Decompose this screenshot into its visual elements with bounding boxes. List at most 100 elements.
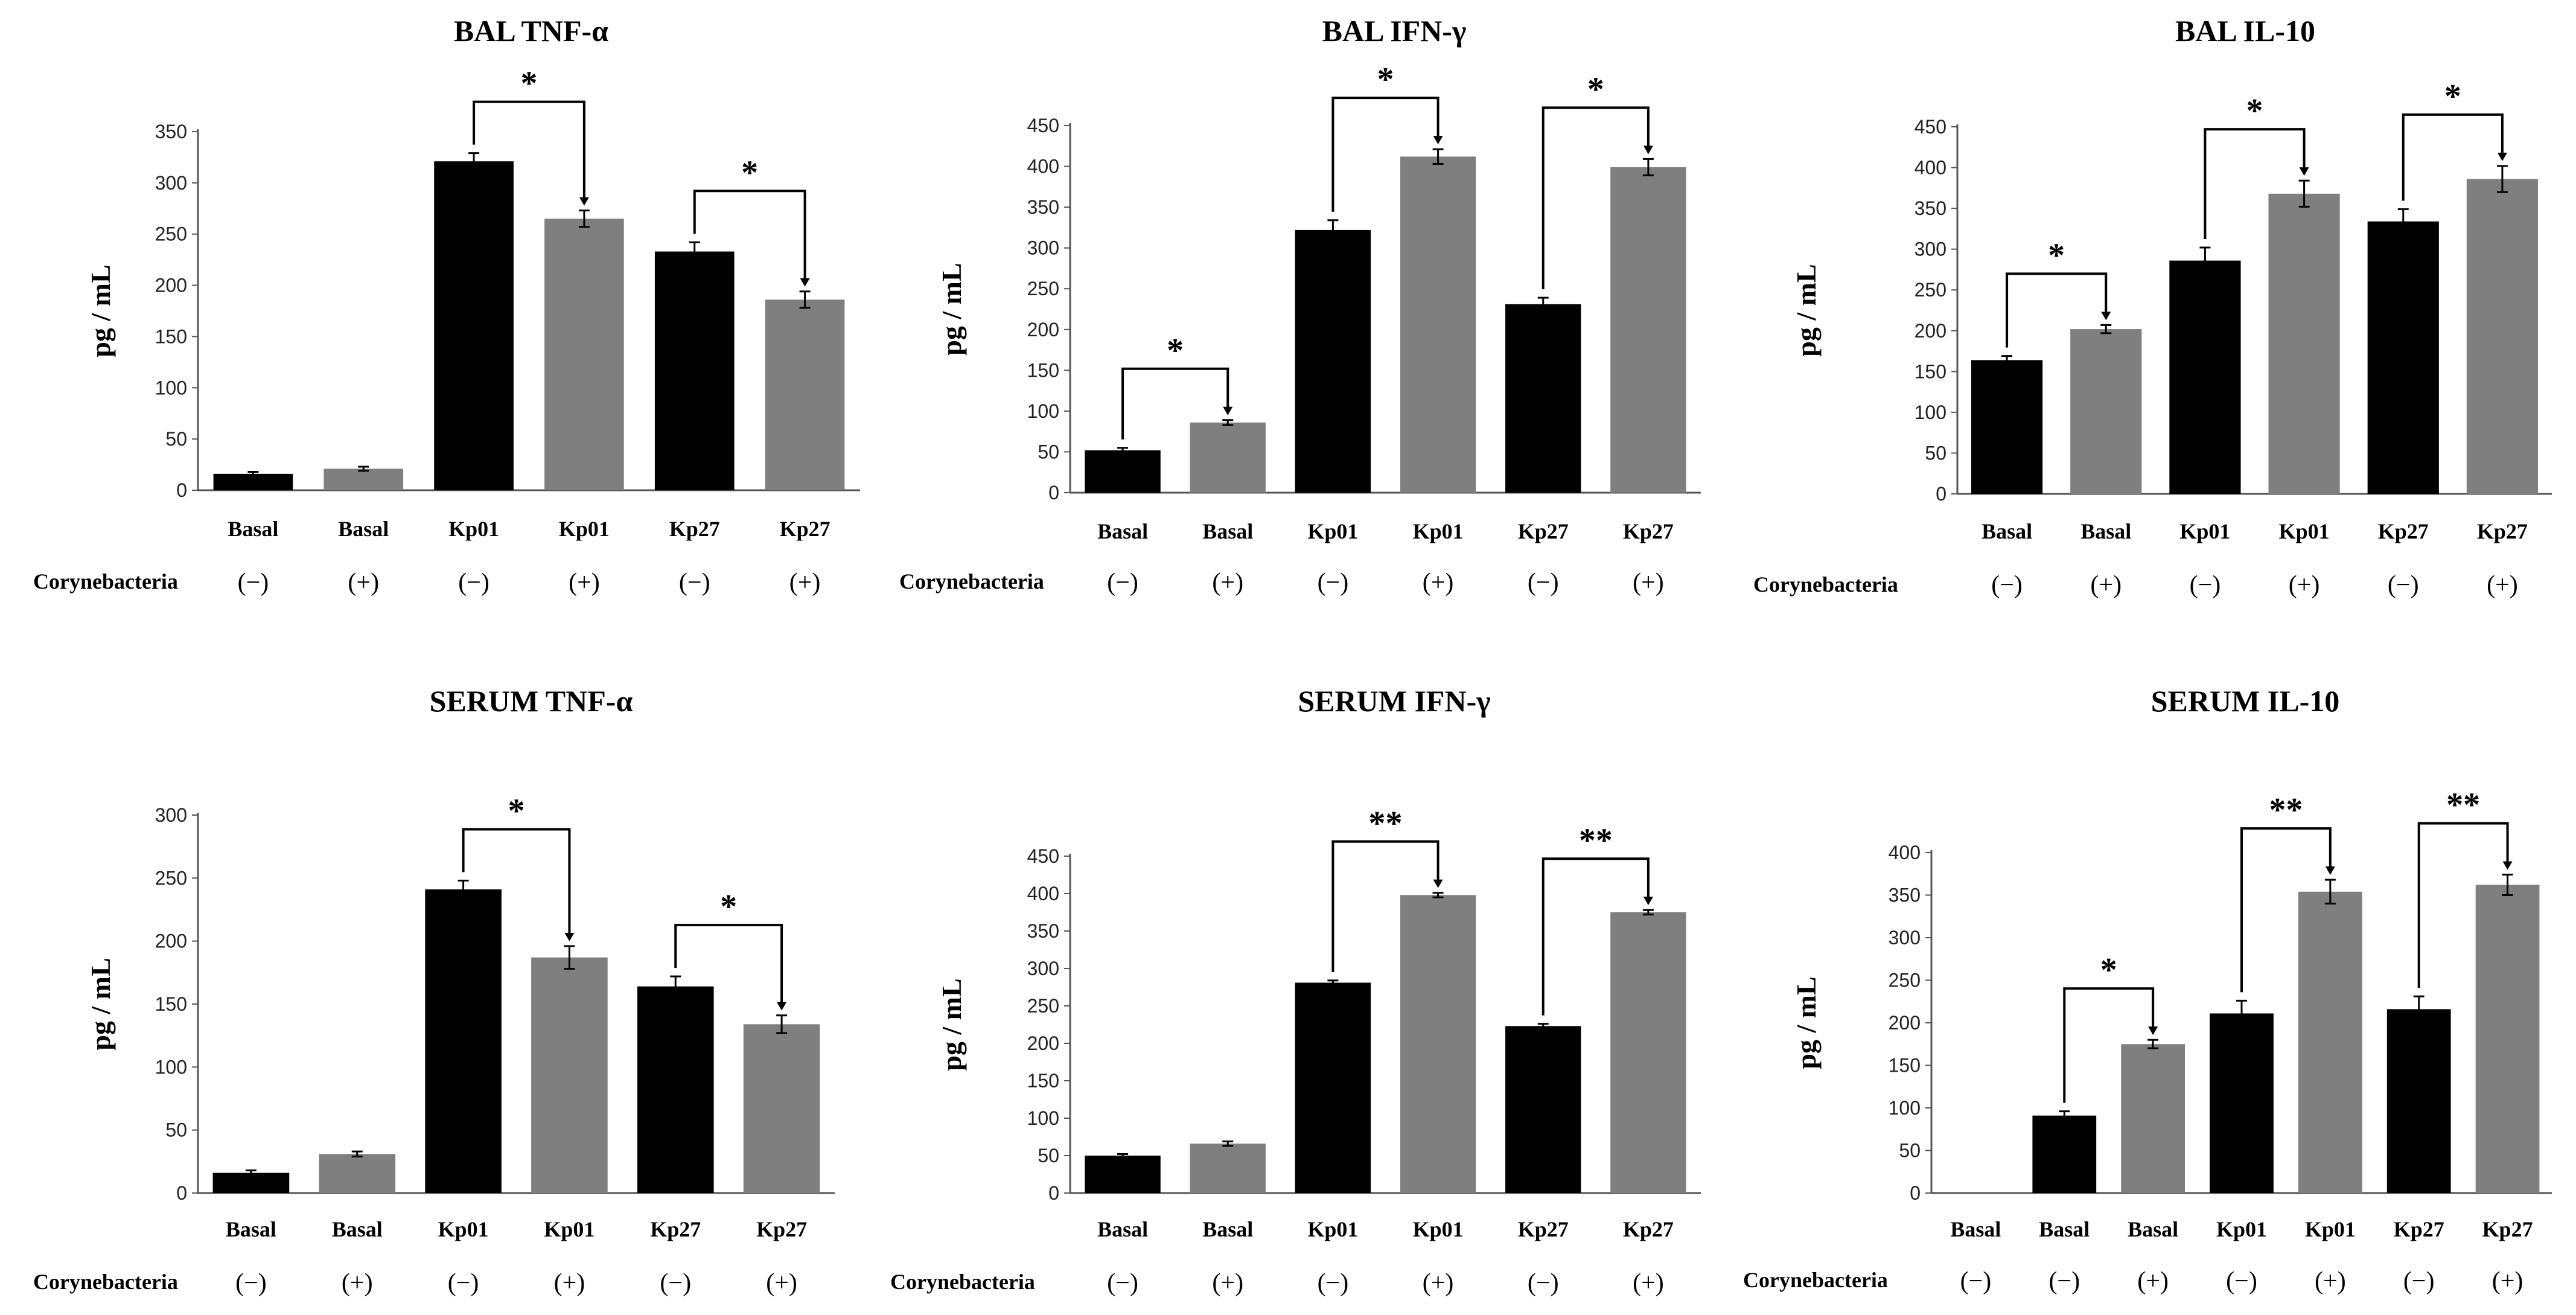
x-tick-label: Kp01	[438, 1217, 489, 1241]
y-tick-label: 100	[1889, 1097, 1921, 1119]
error-bar	[670, 975, 681, 997]
bar-kp01-pos	[531, 957, 608, 1193]
error-bar	[1117, 1153, 1129, 1158]
error-bar	[1432, 892, 1444, 898]
y-tick-label: 200	[155, 275, 187, 296]
y-tick-label: 50	[1899, 1140, 1921, 1162]
x-tick-label: Kp27	[2482, 1217, 2533, 1241]
y-tick-label: 0	[1936, 483, 1946, 505]
bar-basal-neg	[1085, 450, 1161, 493]
error-bar	[1117, 447, 1129, 454]
corynebacteria-sign: (+)	[2487, 571, 2518, 599]
significance-line	[2063, 987, 2155, 1103]
y-tick-label: 300	[1027, 237, 1059, 259]
bar-kp27-pos	[1610, 912, 1686, 1193]
significance-label: *	[2100, 952, 2117, 989]
significance-line	[2417, 822, 2509, 988]
significance-bracket: **	[2417, 787, 2513, 988]
y-tick-label: 0	[1048, 1182, 1059, 1204]
error-bar	[358, 466, 369, 472]
corynebacteria-sign: (+)	[554, 1269, 585, 1297]
chart-title: BAL TNF-α	[454, 14, 608, 48]
corynebacteria-label: Corynebacteria	[1743, 1268, 1888, 1292]
corynebacteria-sign: (−)	[1960, 1267, 1992, 1295]
y-tick-label: 350	[1914, 197, 1946, 219]
corynebacteria-sign: (+)	[1212, 1269, 1243, 1297]
significance-line	[1331, 840, 1439, 972]
significance-bracket: **	[1541, 822, 1653, 1016]
corynebacteria-sign: (−)	[458, 569, 489, 597]
corynebacteria-sign: (−)	[1991, 571, 2023, 599]
bar-kp01-pos	[1400, 895, 1476, 1193]
significance-label: **	[2446, 787, 2480, 824]
arrow-head	[800, 278, 810, 287]
x-tick-label: Kp01	[2179, 519, 2230, 543]
error-bar	[689, 241, 700, 262]
x-tick-label: Kp01	[1307, 519, 1358, 543]
y-tick-label: 100	[1027, 1107, 1059, 1129]
significance-line	[2204, 128, 2306, 239]
y-tick-label: 50	[1925, 442, 1946, 464]
error-bar	[2496, 165, 2508, 193]
corynebacteria-sign: (+)	[2492, 1267, 2523, 1295]
chart-panel-5: SERUM IFN-γ pg / mL 0 50 100 150 200 250 300 350 4…	[890, 684, 1701, 1297]
bar-kp27-neg	[654, 251, 735, 490]
error-bar	[457, 880, 469, 900]
y-tick-label: 250	[1027, 278, 1059, 299]
error-bar	[1537, 296, 1549, 312]
significance-bracket: *	[1541, 71, 1653, 290]
y-tick-label: 150	[1027, 1070, 1059, 1092]
bar-kp01-neg	[1295, 229, 1371, 493]
corynebacteria-sign: (−)	[1318, 569, 1349, 597]
bar-kp01-pos	[2298, 891, 2362, 1193]
significance-label: *	[2246, 92, 2263, 130]
arrow-head	[2497, 152, 2507, 161]
error-bar	[468, 152, 480, 171]
x-tick-label: Kp01	[2216, 1217, 2267, 1241]
corynebacteria-label: Corynebacteria	[33, 1270, 178, 1294]
bar-basal-pos	[2070, 329, 2142, 494]
x-tick-label: Kp27	[780, 517, 831, 541]
corynebacteria-sign: (−)	[679, 569, 710, 597]
y-tick-label: 200	[1027, 1032, 1059, 1054]
significance-line	[2402, 113, 2504, 201]
bar-kp01-neg	[434, 161, 514, 490]
x-tick-label: Kp01	[544, 1217, 595, 1241]
y-tick-label: 350	[1889, 885, 1921, 906]
y-axis-label: pg / mL	[1791, 264, 1822, 356]
bar-basal-neg	[2032, 1115, 2097, 1193]
y-axis-label: pg / mL	[1791, 976, 1822, 1069]
y-tick-label: 150	[155, 325, 187, 347]
y-tick-label: 450	[1027, 845, 1059, 867]
bar-kp27-neg	[637, 986, 714, 1193]
y-tick-label: 200	[1914, 320, 1946, 342]
corynebacteria-sign: (−)	[1528, 1269, 1559, 1297]
chart-panel-6: SERUM IL-10 pg / mL 0 50 100 150 200 250 300 350 4…	[1743, 684, 2552, 1295]
corynebacteria-sign: (+)	[766, 1269, 797, 1297]
arrow-head	[564, 933, 575, 942]
y-tick-label: 250	[1914, 279, 1946, 301]
corynebacteria-sign: (−)	[2388, 571, 2419, 599]
significance-label: **	[1369, 805, 1403, 842]
x-tick-label: Kp27	[1518, 1217, 1569, 1241]
bar-kp01-pos	[2268, 193, 2340, 494]
corynebacteria-sign: (−)	[1107, 1269, 1138, 1297]
significance-label: *	[1377, 61, 1394, 98]
significance-bracket: *	[473, 65, 589, 206]
arrow-head	[1643, 146, 1653, 155]
y-tick-label: 100	[155, 1056, 187, 1078]
significance-line	[693, 190, 806, 283]
bar-kp27-pos	[765, 299, 845, 490]
significance-bracket: *	[2204, 92, 2309, 239]
y-tick-label: 150	[1914, 360, 1946, 382]
x-tick-label: Kp27	[1623, 519, 1674, 543]
y-tick-label: 400	[1889, 842, 1921, 863]
significance-bracket: *	[2402, 78, 2507, 201]
error-bar	[2502, 874, 2513, 896]
significance-line	[1331, 97, 1439, 212]
significance-label: *	[2444, 78, 2461, 115]
y-tick-label: 400	[1914, 157, 1946, 179]
corynebacteria-sign: (−)	[235, 1269, 267, 1297]
error-bar	[2147, 1038, 2159, 1049]
x-tick-label: Basal	[1202, 519, 1253, 543]
